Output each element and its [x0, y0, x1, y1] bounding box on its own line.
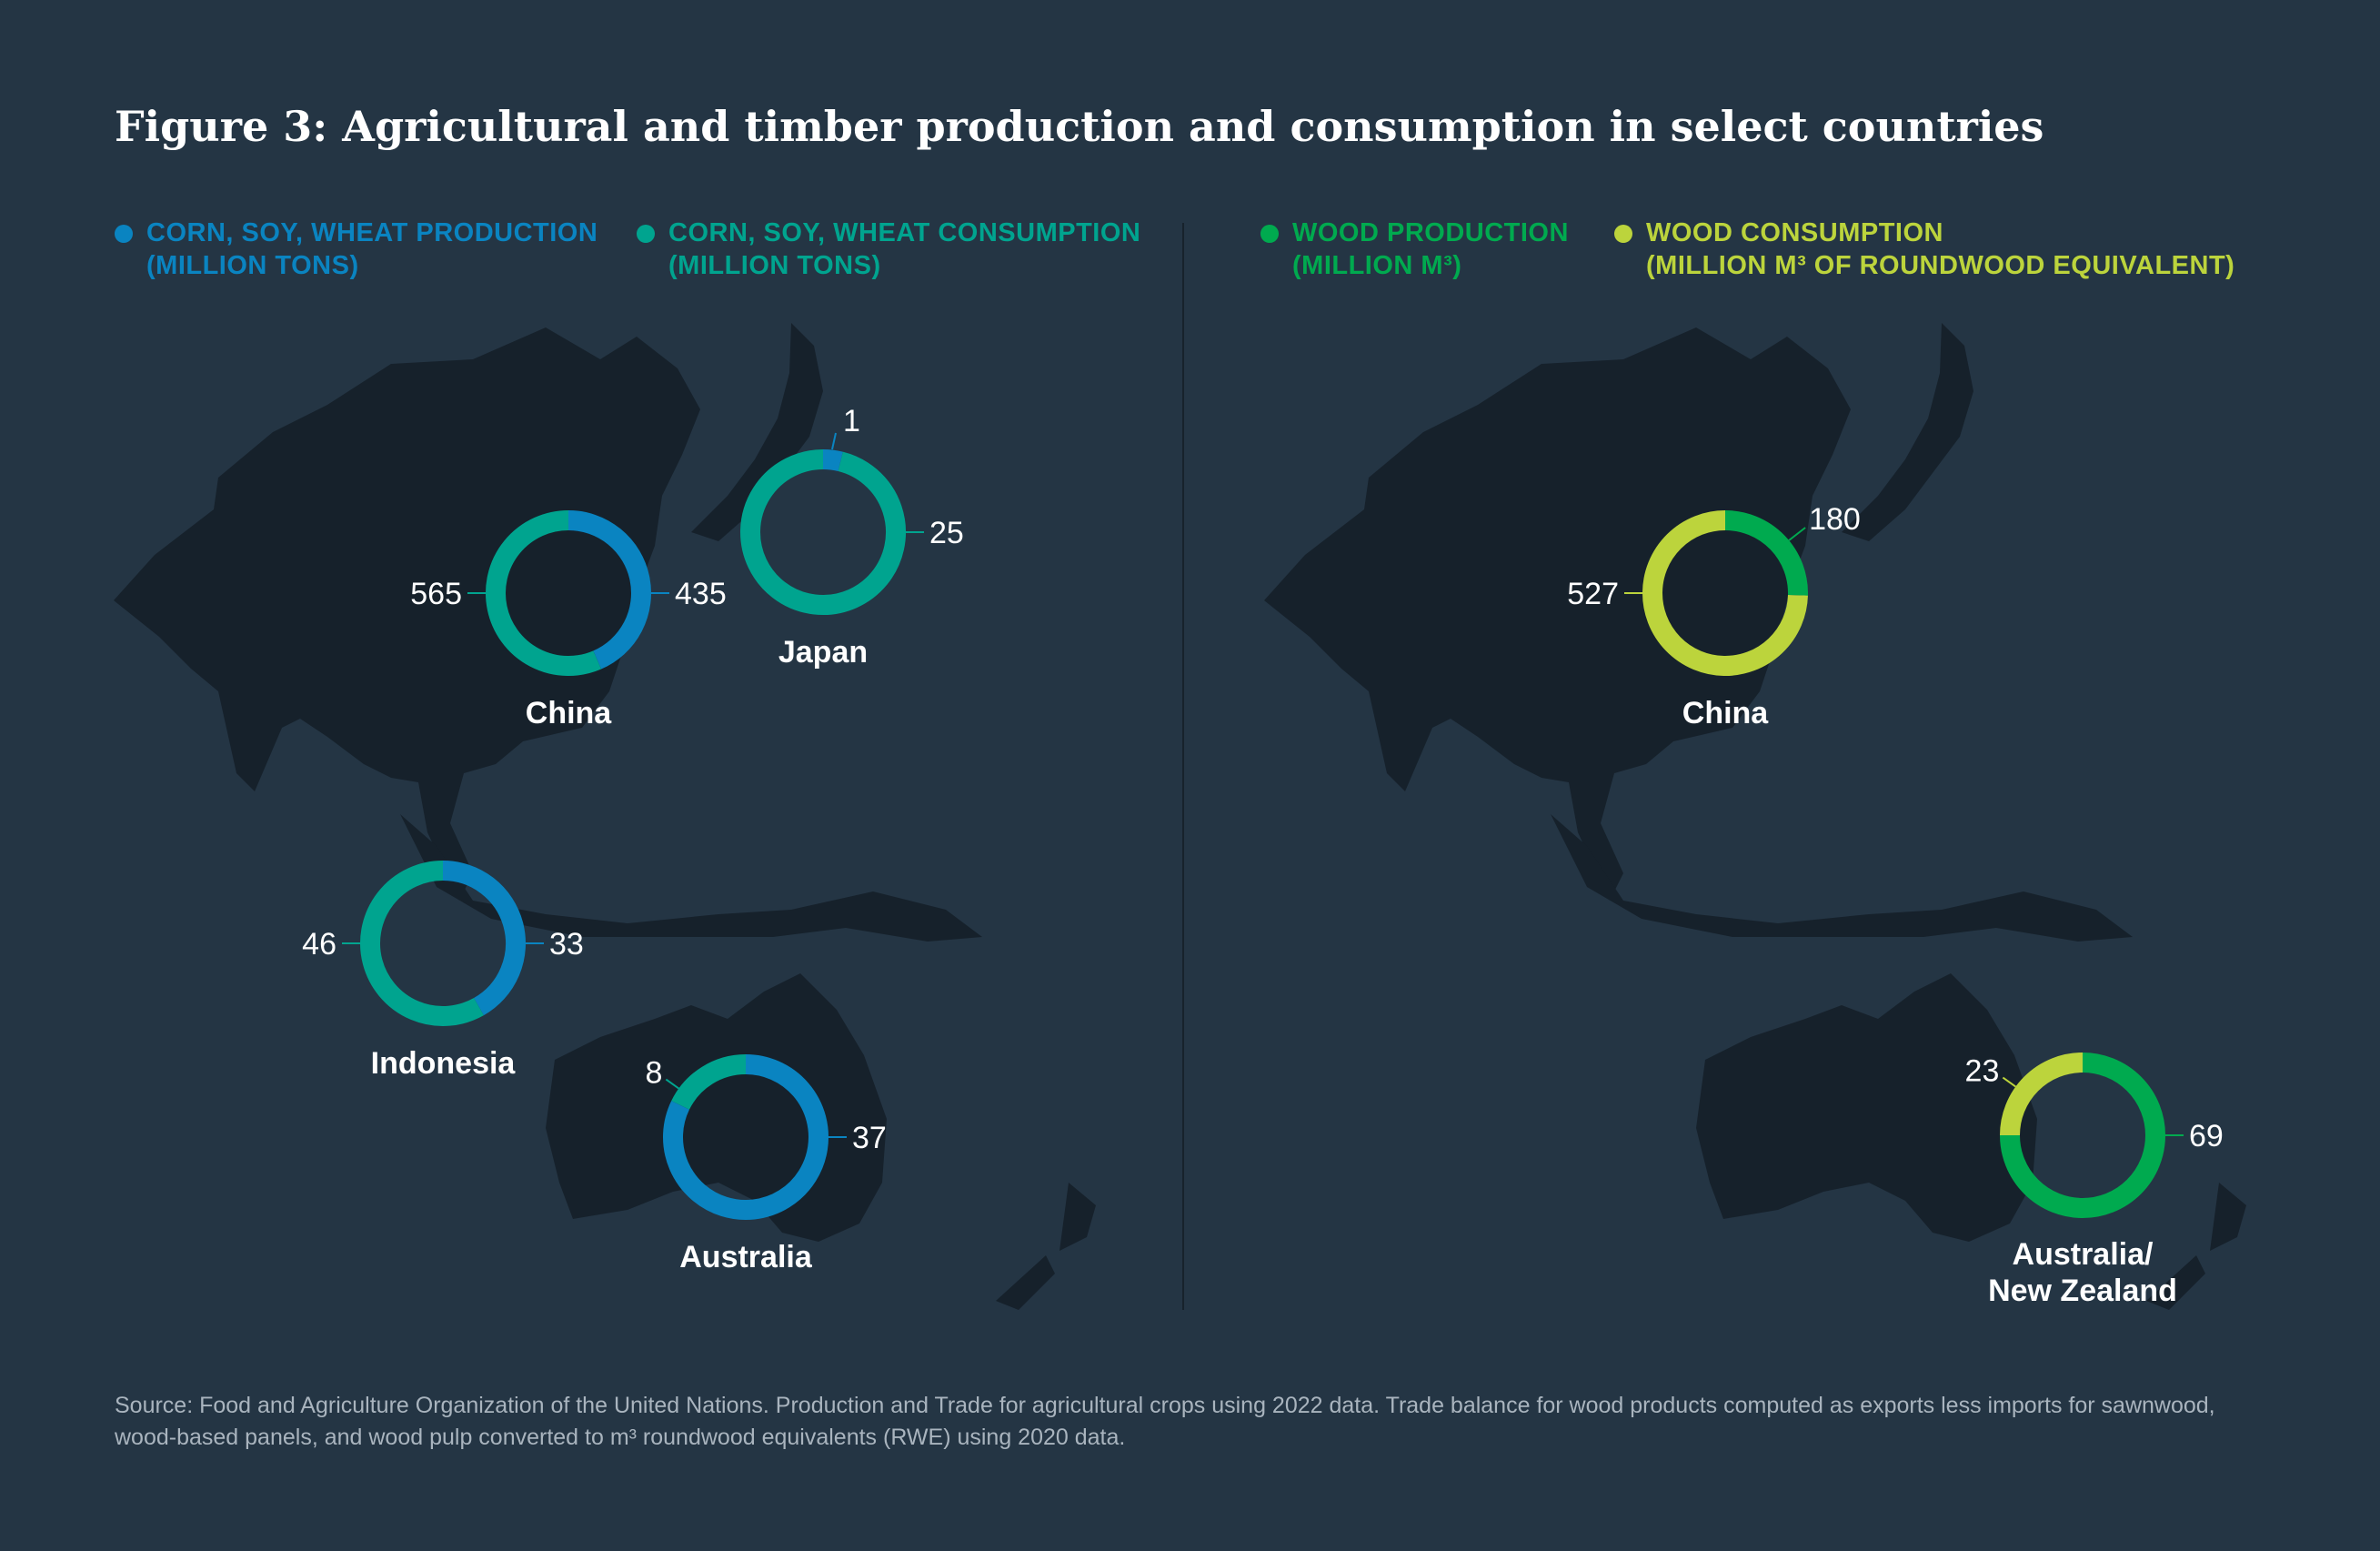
legend-agri-consumption-line2: (MILLION TONS) [668, 251, 881, 280]
map-new-zealand-right [2146, 1183, 2246, 1310]
legend-wood-production-line1: WOOD PRODUCTION [1292, 218, 1569, 247]
donut-china-production-arc [1724, 510, 1808, 596]
donut-australia-new-zealand-consumption-arc [2000, 1052, 2084, 1136]
figure-title: Figure 3: Agricultural and timber produc… [115, 102, 2044, 151]
donut-japan-consumption-label: 25 [929, 516, 964, 550]
legend-dot-agri-consumption [637, 225, 655, 243]
map-left [114, 323, 1096, 1310]
donut-layer: 435 565 China 1 25 Japan 33 46 Indonesia 37 8 Austr… [302, 404, 2224, 1308]
map-right [1264, 323, 2246, 1310]
donut-china-consumption-arc [1642, 510, 1808, 676]
donut-australia-new-zealand-country-name: Australia/ [2013, 1237, 2154, 1272]
source-note: Source: Food and Agriculture Organizatio… [115, 1393, 2215, 1450]
legend-dot-wood-production [1260, 225, 1279, 243]
donut-australia-new-zealand-consumption-leader [2002, 1076, 2016, 1088]
donut-indonesia-consumption-arc [360, 861, 484, 1026]
map-new-zealand-left [996, 1183, 1096, 1310]
map-japan-left [691, 323, 823, 541]
legend-agri-consumption-line1: CORN, SOY, WHEAT CONSUMPTION [668, 218, 1141, 247]
map-australia-right [1696, 973, 2037, 1242]
donut-australia-new-zealand-production-label: 69 [2189, 1119, 2224, 1153]
map-indonesia-left [400, 814, 982, 942]
donut-australia-consumption-leader [665, 1078, 679, 1090]
donut-australia-consumption-label: 8 [645, 1056, 662, 1091]
donut-australia-consumption-arc [671, 1054, 747, 1111]
donut-australia-new-zealand-production-arc [2000, 1052, 2165, 1218]
donut-indonesia-consumption-label: 46 [302, 927, 336, 962]
donut-china-production-arc [567, 510, 651, 670]
legend-agri-production: CORN, SOY, WHEAT PRODUCTION (MILLION TON… [115, 217, 598, 282]
donut-australia-production-arc [663, 1054, 828, 1220]
map-japan-right [1842, 323, 1973, 541]
legend-dot-wood-consumption [1614, 225, 1632, 243]
donut-japan-production-leader [831, 432, 837, 450]
map-asia-mainland-left [114, 327, 700, 901]
donut-indonesia-production-label: 33 [549, 927, 584, 962]
donut-australia: 37 8 Australia [645, 1054, 887, 1274]
donut-australia-new-zealand-consumption-label: 23 [1965, 1054, 2000, 1089]
donut-indonesia: 33 46 Indonesia [302, 861, 584, 1081]
donut-australia-new-zealand-country-name: New Zealand [1988, 1274, 2177, 1308]
donut-japan-country-name: Japan [778, 635, 868, 670]
donut-japan-consumption-arc [740, 449, 906, 615]
donut-indonesia-production-arc [442, 861, 526, 1016]
legend-wood-consumption-line1: WOOD CONSUMPTION [1646, 218, 1943, 247]
legend-agri-production-line1: CORN, SOY, WHEAT PRODUCTION [146, 218, 598, 247]
donut-japan-production-label: 1 [843, 404, 860, 438]
donut-china: 435 565 China [410, 510, 727, 730]
panel-divider [1182, 223, 1184, 1310]
legend-wood-consumption-line2: (MILLION M³ OF ROUNDWOOD EQUIVALENT) [1646, 251, 2235, 280]
donut-china-consumption-label: 527 [1567, 577, 1619, 611]
donut-china-production-label: 180 [1809, 502, 1861, 537]
legend-agri-production-line2: (MILLION TONS) [146, 251, 359, 280]
legend-wood-consumption: WOOD CONSUMPTION (MILLION M³ OF ROUNDWOO… [1614, 217, 2234, 282]
donut-china-production-label: 435 [675, 577, 727, 611]
donut-china: 180 527 China [1567, 502, 1861, 730]
donut-china-consumption-label: 565 [410, 577, 462, 611]
donut-china-country-name: China [526, 696, 613, 730]
legend-wood-production-line2: (MILLION M³) [1292, 251, 1462, 280]
donut-china-consumption-arc [486, 510, 602, 676]
donut-japan-production-arc [822, 448, 843, 472]
legend-dot-agri-production [115, 225, 133, 243]
donut-australia-country-name: Australia [679, 1240, 813, 1274]
map-asia-mainland-right [1264, 327, 1851, 901]
legend-wood-production: WOOD PRODUCTION (MILLION M³) [1260, 217, 1569, 282]
donut-china-production-leader [1788, 527, 1806, 541]
donut-indonesia-country-name: Indonesia [371, 1046, 517, 1081]
donut-china-country-name: China [1682, 696, 1770, 730]
donut-australia-new-zealand: 69 23 Australia/New Zealand [1965, 1052, 2224, 1308]
map-indonesia-right [1551, 814, 2133, 942]
legend-agri-consumption: CORN, SOY, WHEAT CONSUMPTION (MILLION TO… [637, 217, 1140, 282]
donut-australia-production-label: 37 [852, 1121, 887, 1155]
donut-japan: 1 25 Japan [740, 404, 964, 670]
